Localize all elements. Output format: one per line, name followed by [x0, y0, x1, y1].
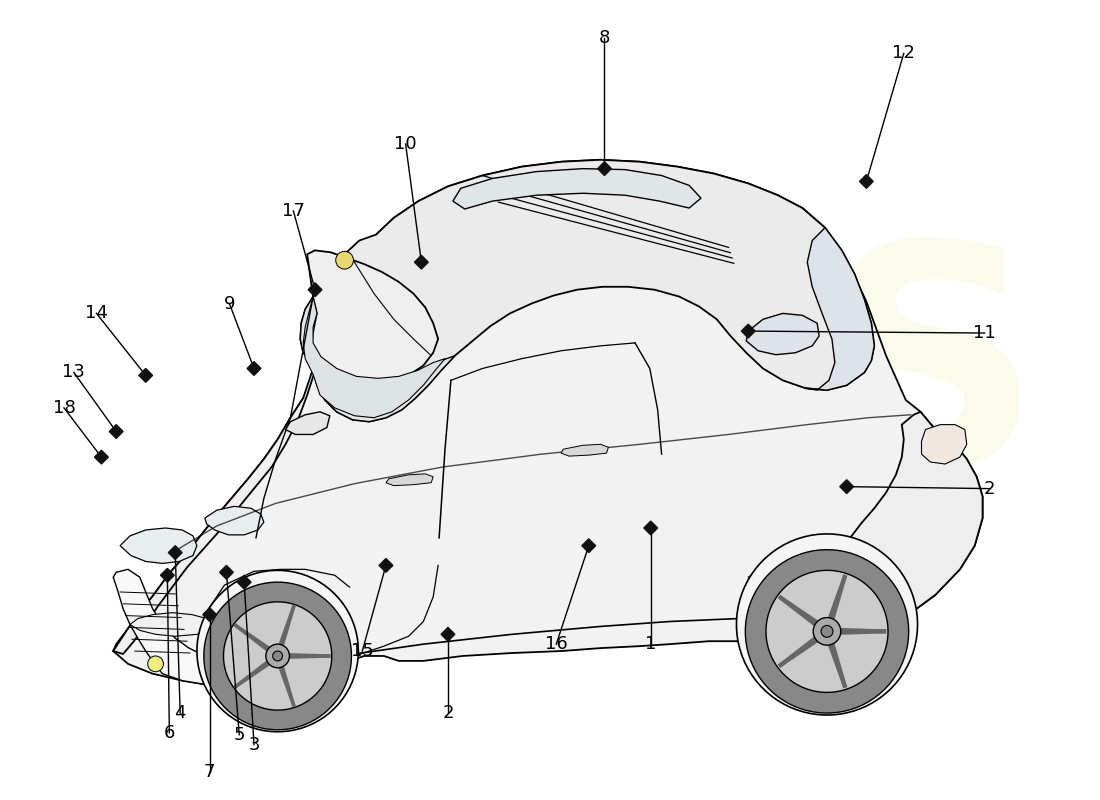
Polygon shape — [205, 506, 264, 535]
Polygon shape — [453, 169, 701, 209]
Text: 10: 10 — [394, 135, 417, 153]
Polygon shape — [825, 412, 982, 646]
Polygon shape — [223, 602, 332, 710]
Polygon shape — [805, 228, 874, 390]
Polygon shape — [248, 362, 261, 375]
Text: 14: 14 — [85, 304, 108, 322]
Polygon shape — [130, 613, 217, 636]
Polygon shape — [161, 568, 174, 582]
Polygon shape — [741, 324, 755, 338]
Text: 5: 5 — [233, 726, 245, 744]
Polygon shape — [113, 369, 315, 654]
Polygon shape — [202, 608, 217, 622]
Circle shape — [266, 644, 289, 668]
Text: 12: 12 — [892, 45, 915, 62]
Text: 8: 8 — [598, 29, 611, 46]
Polygon shape — [95, 450, 108, 464]
Circle shape — [147, 656, 164, 672]
Text: 15: 15 — [351, 642, 374, 660]
Text: 16: 16 — [544, 635, 568, 653]
Polygon shape — [113, 570, 350, 687]
Circle shape — [273, 651, 283, 661]
Text: 2: 2 — [983, 480, 996, 498]
Text: 11: 11 — [974, 324, 996, 342]
Text: 6: 6 — [164, 724, 175, 742]
Text: 3: 3 — [249, 735, 260, 754]
Circle shape — [336, 251, 353, 269]
Polygon shape — [308, 283, 322, 297]
Polygon shape — [746, 314, 820, 354]
Text: 13: 13 — [63, 363, 86, 382]
Polygon shape — [582, 539, 595, 553]
Polygon shape — [109, 425, 123, 438]
Text: 18: 18 — [53, 399, 76, 417]
Polygon shape — [922, 425, 967, 464]
Polygon shape — [113, 160, 982, 687]
Polygon shape — [311, 160, 874, 422]
Polygon shape — [220, 566, 233, 579]
Text: GS: GS — [572, 232, 1043, 529]
Polygon shape — [204, 582, 352, 730]
Circle shape — [821, 626, 833, 638]
Polygon shape — [304, 297, 446, 418]
Polygon shape — [300, 250, 438, 382]
Polygon shape — [168, 546, 183, 559]
Polygon shape — [746, 550, 909, 713]
Text: 9: 9 — [223, 294, 235, 313]
Polygon shape — [766, 570, 888, 692]
Polygon shape — [415, 255, 428, 269]
Polygon shape — [859, 174, 873, 188]
Polygon shape — [386, 474, 433, 486]
Polygon shape — [644, 521, 658, 535]
Text: genuine parts for
porsche since 1995: genuine parts for porsche since 1995 — [352, 380, 712, 598]
Polygon shape — [120, 528, 197, 563]
Polygon shape — [238, 575, 251, 589]
Polygon shape — [197, 570, 359, 732]
Polygon shape — [561, 444, 608, 456]
Circle shape — [813, 618, 840, 645]
Polygon shape — [300, 297, 454, 422]
Polygon shape — [139, 369, 153, 382]
Polygon shape — [379, 558, 393, 572]
Polygon shape — [839, 480, 854, 494]
Text: 1: 1 — [645, 635, 657, 653]
Text: 17: 17 — [282, 202, 305, 220]
Polygon shape — [597, 162, 612, 175]
Polygon shape — [441, 627, 454, 642]
Text: 2: 2 — [442, 704, 453, 722]
Polygon shape — [286, 412, 330, 434]
Polygon shape — [737, 534, 917, 715]
Text: 4: 4 — [175, 704, 186, 722]
Text: 7: 7 — [204, 763, 216, 781]
